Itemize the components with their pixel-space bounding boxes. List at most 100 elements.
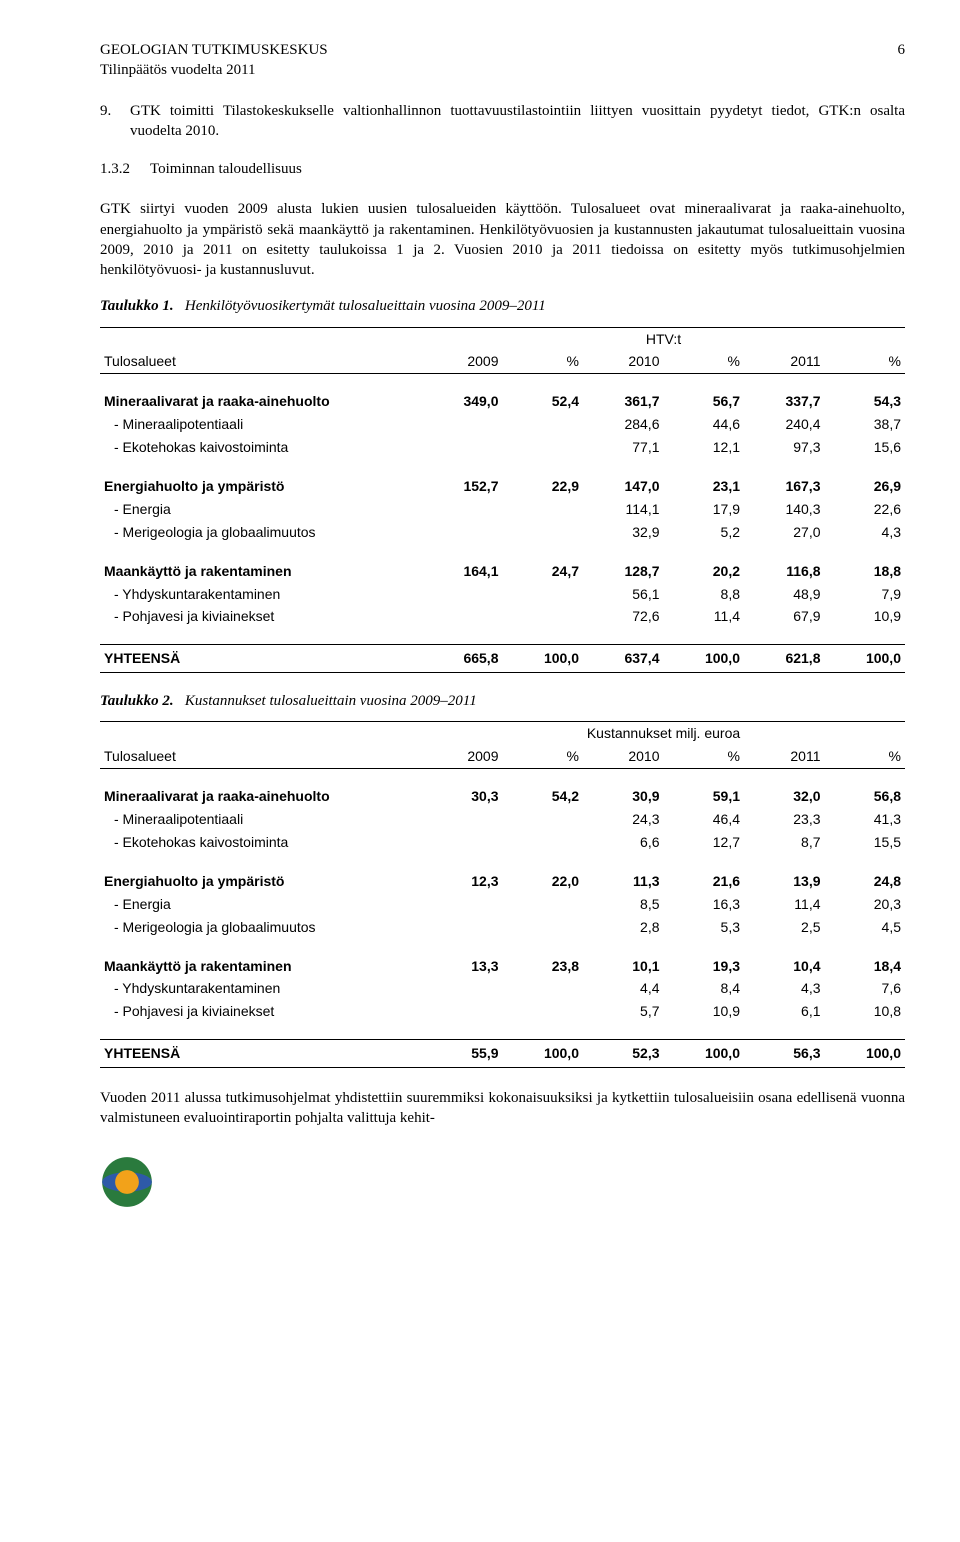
- table-cell: 10,9: [825, 605, 906, 628]
- table-cell: [503, 893, 584, 916]
- table-cell: 20,3: [825, 893, 906, 916]
- table-cell: 48,9: [744, 583, 825, 606]
- table-1: HTV:tTulosalueet2009%2010%2011%Mineraali…: [100, 327, 905, 674]
- table-cell: 7,9: [825, 583, 906, 606]
- table-cell: 116,8: [744, 560, 825, 583]
- table1-caption-text: Henkilötyövuosikertymät tulosalueittain …: [185, 298, 546, 314]
- table-cell: 147,0: [583, 475, 664, 498]
- table-cell: 2,5: [744, 916, 825, 939]
- table-cell: 10,4: [744, 955, 825, 978]
- table-cell: [422, 498, 503, 521]
- table-cell: 4,4: [583, 977, 664, 1000]
- table-col-header: 2011: [744, 745, 825, 768]
- table-cell: 284,6: [583, 413, 664, 436]
- table-sub-label: - Mineraalipotentiaali: [100, 413, 422, 436]
- table-cell: [503, 808, 584, 831]
- table-cell: 13,9: [744, 870, 825, 893]
- table-cell: 24,7: [503, 560, 584, 583]
- table-cell: [503, 977, 584, 1000]
- table-cell: [422, 977, 503, 1000]
- page-header: GEOLOGIAN TUTKIMUSKESKUS Tilinpäätös vuo…: [100, 40, 905, 81]
- table-cell: 56,1: [583, 583, 664, 606]
- table-cell: 167,3: [744, 475, 825, 498]
- table-total-cell: 55,9: [422, 1040, 503, 1068]
- table-cell: 8,8: [664, 583, 745, 606]
- table-cell: 12,1: [664, 436, 745, 459]
- table-cell: 6,1: [744, 1000, 825, 1023]
- table-cell: 15,6: [825, 436, 906, 459]
- table-cell: 52,4: [503, 390, 584, 413]
- table-cell: 19,3: [664, 955, 745, 978]
- table-cell: [422, 831, 503, 854]
- table2-caption: Taulukko 2. Kustannukset tulosalueittain…: [100, 691, 905, 711]
- table-cell: 10,1: [583, 955, 664, 978]
- table-sub-label: - Ekotehokas kaivostoiminta: [100, 436, 422, 459]
- table-cell: [422, 583, 503, 606]
- table-cell: 4,3: [825, 521, 906, 544]
- table-col-header: 2010: [583, 745, 664, 768]
- table-col-label: Tulosalueet: [100, 745, 422, 768]
- table-col-header: 2011: [744, 350, 825, 373]
- table-total-label: YHTEENSÄ: [100, 645, 422, 673]
- list-text: GTK toimitti Tilastokeskukselle valtionh…: [130, 101, 905, 142]
- table-cell: [503, 436, 584, 459]
- section-title: Toiminnan taloudellisuus: [150, 159, 302, 179]
- table-cell: 5,3: [664, 916, 745, 939]
- table-cell: 337,7: [744, 390, 825, 413]
- table-cell: 54,3: [825, 390, 906, 413]
- table-col-header: %: [503, 350, 584, 373]
- table-sub-label: - Merigeologia ja globaalimuutos: [100, 916, 422, 939]
- table-group-title: Maankäyttö ja rakentaminen: [100, 560, 422, 583]
- table-cell: [503, 521, 584, 544]
- table-cell: 56,7: [664, 390, 745, 413]
- table-cell: 32,0: [744, 785, 825, 808]
- table-sub-label: - Yhdyskuntarakentaminen: [100, 583, 422, 606]
- table-total-cell: 100,0: [503, 645, 584, 673]
- paragraph-1: GTK siirtyi vuoden 2009 alusta lukien uu…: [100, 199, 905, 280]
- doc-subtitle: Tilinpäätös vuodelta 2011: [100, 60, 328, 80]
- gtk-logo-icon: [100, 1155, 154, 1209]
- table-cell: 4,5: [825, 916, 906, 939]
- table-cell: [503, 831, 584, 854]
- table-cell: 4,3: [744, 977, 825, 1000]
- table-cell: 56,8: [825, 785, 906, 808]
- table-cell: 12,7: [664, 831, 745, 854]
- table-super-header: HTV:t: [422, 327, 905, 350]
- table-cell: [422, 916, 503, 939]
- table-cell: 5,7: [583, 1000, 664, 1023]
- table-cell: 24,3: [583, 808, 664, 831]
- table-sub-label: - Pohjavesi ja kiviainekset: [100, 1000, 422, 1023]
- table-sub-label: - Energia: [100, 498, 422, 521]
- table-cell: 46,4: [664, 808, 745, 831]
- table-sub-label: - Energia: [100, 893, 422, 916]
- table-cell: 164,1: [422, 560, 503, 583]
- table-total-cell: 621,8: [744, 645, 825, 673]
- table-cell: [422, 413, 503, 436]
- table-cell: [422, 808, 503, 831]
- table-col-header: %: [664, 745, 745, 768]
- table-total-cell: 100,0: [503, 1040, 584, 1068]
- table-cell: 10,9: [664, 1000, 745, 1023]
- table-total-cell: 56,3: [744, 1040, 825, 1068]
- section-number: 1.3.2: [100, 159, 150, 179]
- table-sub-label: - Pohjavesi ja kiviainekset: [100, 605, 422, 628]
- table-cell: 23,8: [503, 955, 584, 978]
- table-cell: 26,9: [825, 475, 906, 498]
- table-col-header: %: [503, 745, 584, 768]
- table-sub-label: - Mineraalipotentiaali: [100, 808, 422, 831]
- table-col-header: 2009: [422, 745, 503, 768]
- table-col-header: 2010: [583, 350, 664, 373]
- table-cell: 59,1: [664, 785, 745, 808]
- table-cell: 22,9: [503, 475, 584, 498]
- table-cell: 30,9: [583, 785, 664, 808]
- table-total-cell: 100,0: [825, 645, 906, 673]
- table-group-title: Mineraalivarat ja raaka-ainehuolto: [100, 785, 422, 808]
- table-cell: 41,3: [825, 808, 906, 831]
- table-cell: 361,7: [583, 390, 664, 413]
- table-cell: 30,3: [422, 785, 503, 808]
- table-cell: 128,7: [583, 560, 664, 583]
- table2-caption-text: Kustannukset tulosalueittain vuosina 200…: [185, 693, 477, 709]
- table-cell: [422, 1000, 503, 1023]
- table-cell: 17,9: [664, 498, 745, 521]
- table-cell: 10,8: [825, 1000, 906, 1023]
